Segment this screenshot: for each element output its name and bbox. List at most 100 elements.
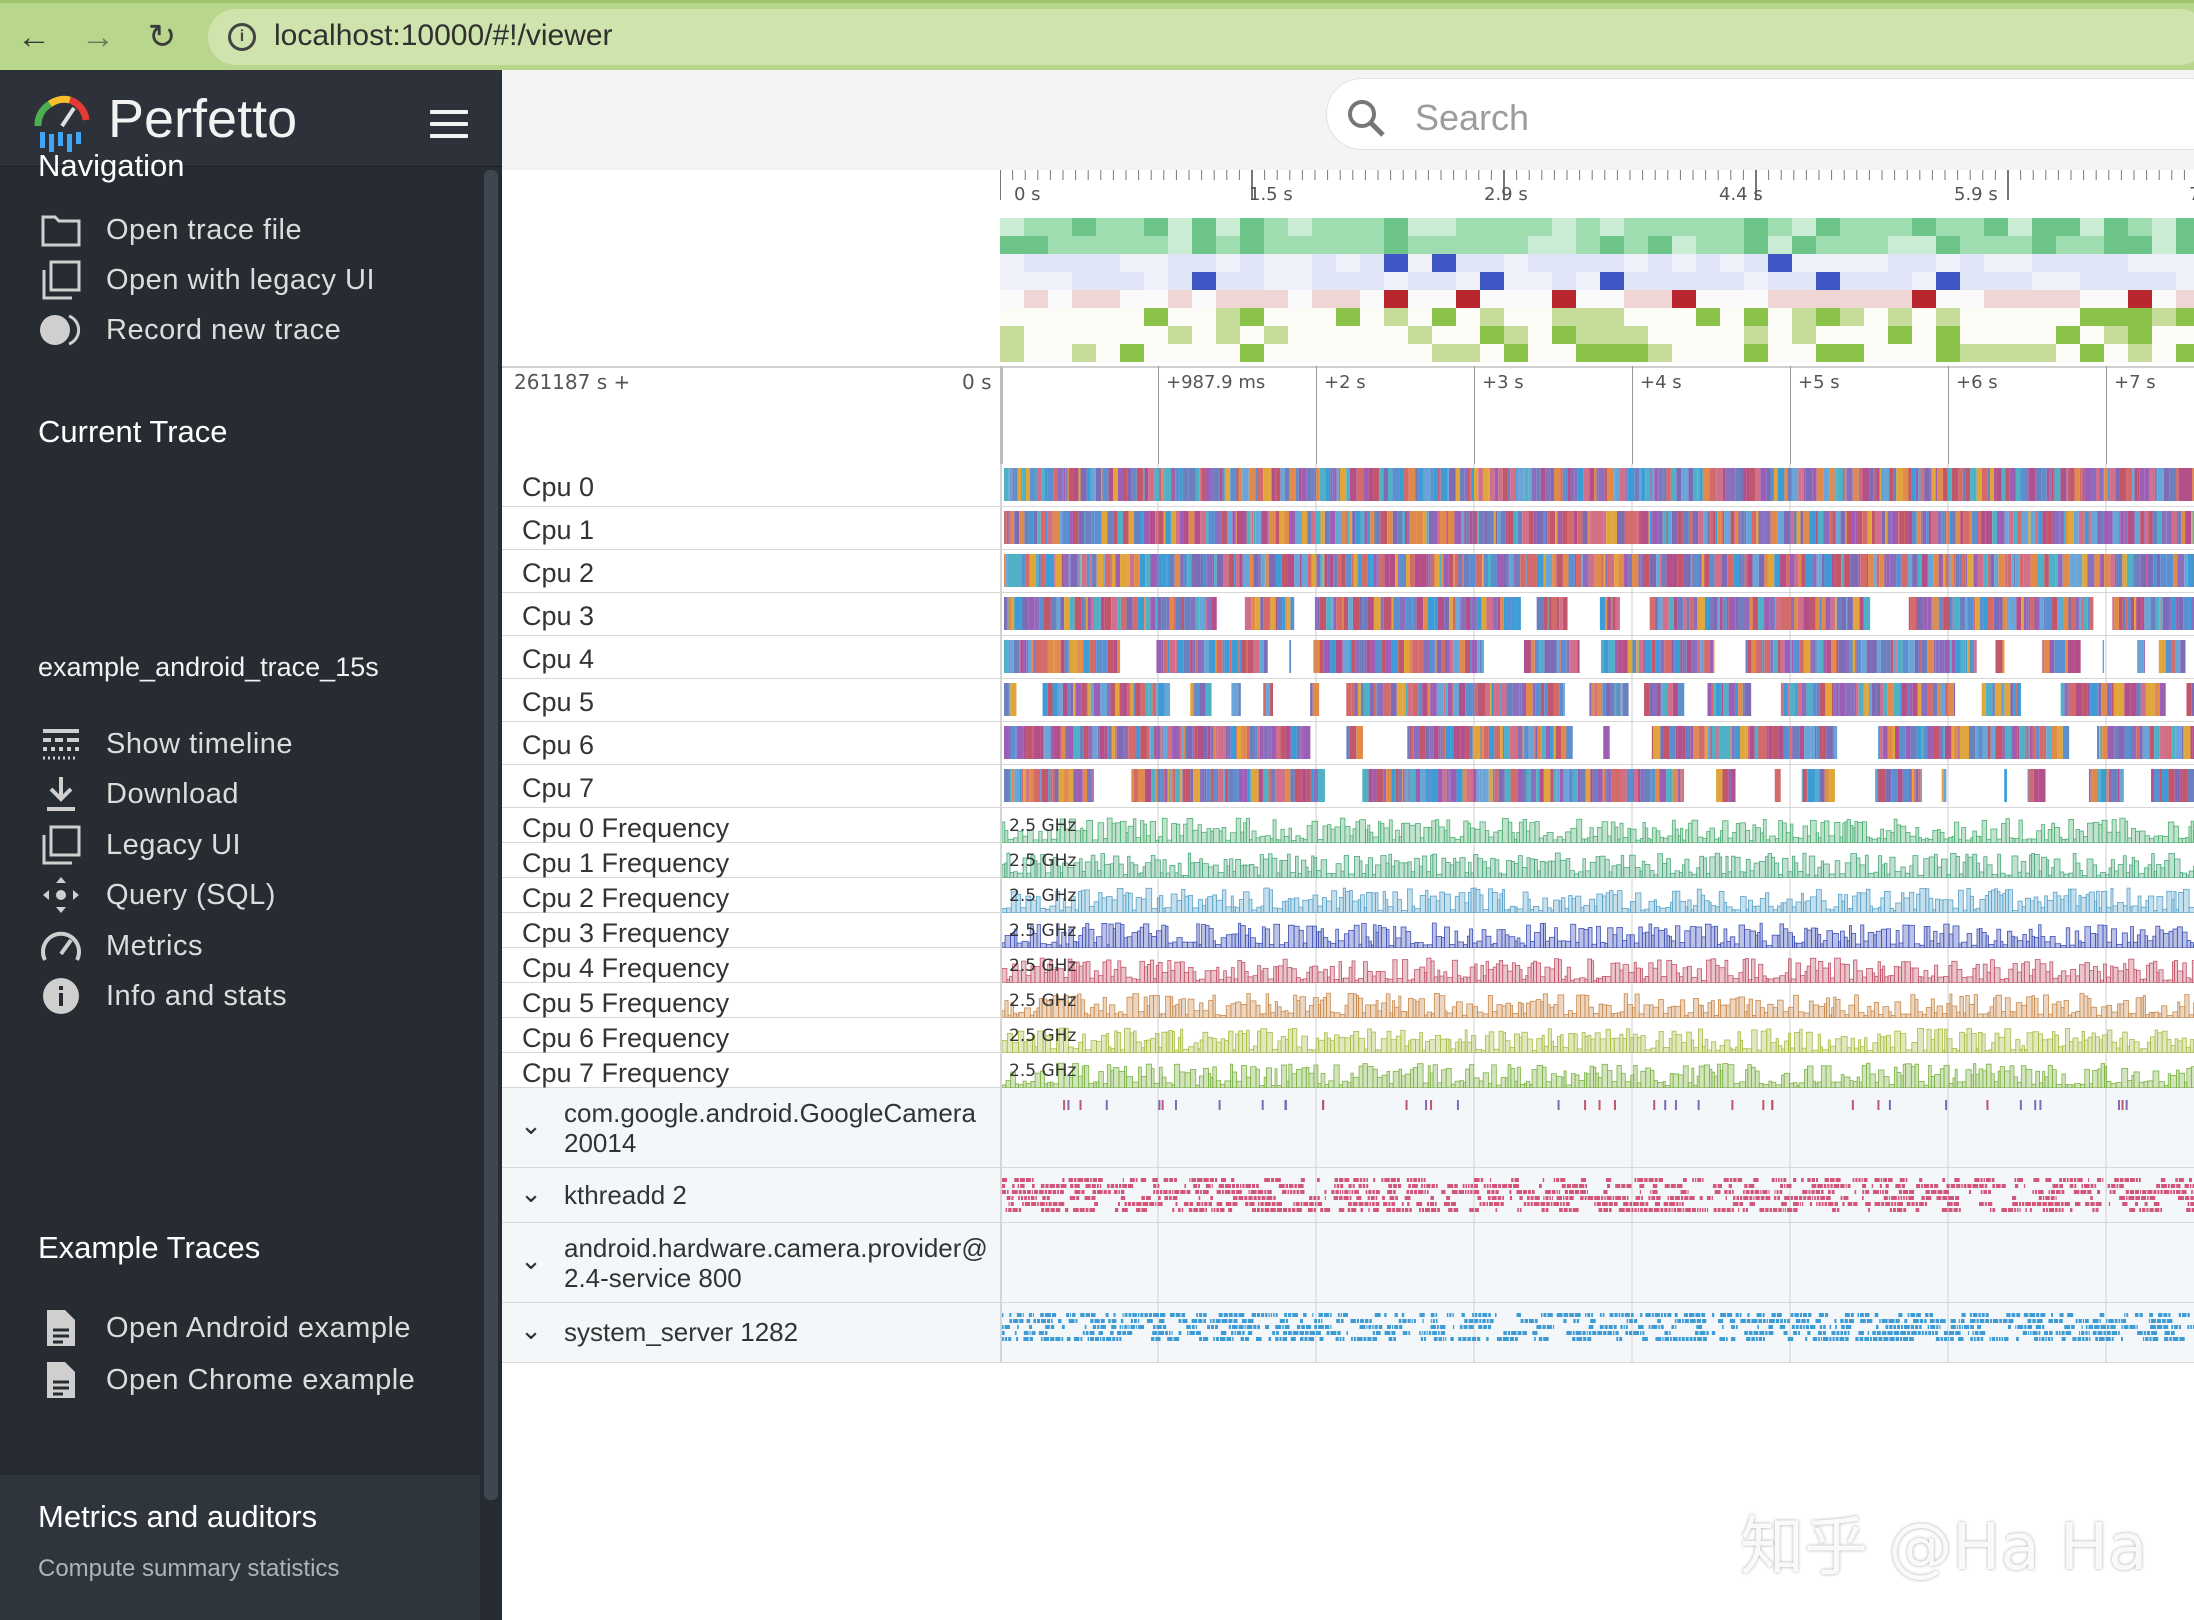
legacy-ui-item[interactable]: Legacy UI (38, 819, 478, 871)
cpu-slice (1618, 554, 1625, 587)
frequency-bar (1229, 858, 1234, 878)
reload-icon[interactable]: ↻ (147, 18, 177, 56)
frequency-bar (1809, 957, 1817, 983)
cpu-slice (1639, 640, 1644, 673)
search-input[interactable]: Search (1415, 97, 1530, 138)
open-chrome-example-item[interactable]: Open Chrome example (38, 1354, 478, 1406)
metrics-and-auditors-section[interactable]: Metrics and auditors Compute summary sta… (0, 1475, 480, 1620)
cpu-slice (1193, 683, 1195, 716)
cpu-slice (1896, 554, 1902, 587)
back-icon[interactable]: ← (17, 18, 51, 56)
cpu-track[interactable]: Cpu 1 (502, 507, 2194, 550)
cpu-slice (1989, 468, 1995, 501)
frequency-bar (1903, 897, 1910, 913)
cpu-frequency-track[interactable]: Cpu 1 Frequency 2.5 GHz (502, 843, 2194, 878)
cpu-frequency-track[interactable]: Cpu 7 Frequency 2.5 GHz (502, 1053, 2194, 1088)
frequency-bar (1179, 1071, 1186, 1088)
cpu-frequency-track[interactable]: Cpu 2 Frequency 2.5 GHz (502, 878, 2194, 913)
cpu-track[interactable]: Cpu 0 (502, 464, 2194, 507)
forward-icon[interactable]: → (81, 18, 115, 56)
sidebar-scrollbar[interactable] (484, 170, 498, 1500)
frequency-bar (1840, 930, 1845, 948)
cpu-frequency-track[interactable]: Cpu 4 Frequency 2.5 GHz (502, 948, 2194, 983)
frequency-chart (1002, 913, 2194, 948)
frequency-bar (1485, 935, 1492, 948)
frequency-bar (1361, 923, 1367, 948)
search-box[interactable]: Search (1326, 78, 2194, 150)
address-bar[interactable]: i localhost:10000/#!/viewer (208, 9, 2194, 65)
cpu-slice (1973, 597, 1976, 630)
frequency-bar (1244, 971, 1249, 983)
cpu-slice (1236, 468, 1239, 501)
cpu-slice (1908, 640, 1915, 673)
cpu-slice (1413, 726, 1420, 759)
cpu-track[interactable]: Cpu 7 (502, 765, 2194, 808)
cpu-slice (1356, 726, 1363, 759)
cpu-slice (2156, 554, 2161, 587)
cpu-slice (1433, 468, 1438, 501)
cpu-track[interactable]: Cpu 5 (502, 679, 2194, 722)
site-info-icon[interactable]: i (228, 23, 256, 51)
frequency-bar (1449, 864, 1455, 878)
download-item[interactable]: Download (38, 768, 478, 820)
frequency-bar (1286, 967, 1293, 983)
cpu-slice (2176, 597, 2179, 630)
cpu-slice (1941, 511, 1945, 544)
overview-cell (1144, 254, 1168, 272)
cpu-slice (2180, 640, 2186, 673)
frequency-bar (1146, 964, 1151, 983)
cpu-slice (1893, 640, 1897, 673)
record-new-trace-item[interactable]: Record new trace (38, 304, 478, 356)
cpu-frequency-track[interactable]: Cpu 3 Frequency 2.5 GHz (502, 913, 2194, 948)
frequency-bar (1752, 905, 1757, 913)
overview-cell (1816, 344, 1840, 362)
cpu-slice (2148, 511, 2153, 544)
frequency-bar (1817, 1033, 1821, 1053)
frequency-bar (1771, 856, 1776, 878)
cpu-slice (2190, 726, 2193, 759)
cpu-slice (2009, 468, 2016, 501)
cpu-slice (1644, 683, 1650, 716)
cpu-slice (1747, 554, 1753, 587)
cpu-slice (1640, 769, 1644, 802)
cpu-slice (2090, 769, 2098, 802)
frequency-bar (1177, 862, 1182, 878)
info-and-stats-item[interactable]: Info and stats (38, 970, 478, 1022)
cpu-frequency-track[interactable]: Cpu 6 Frequency 2.5 GHz (502, 1018, 2194, 1053)
cpu-slice (1816, 726, 1820, 759)
cpu-slice (1010, 511, 1015, 544)
cpu-track[interactable]: Cpu 2 (502, 550, 2194, 593)
metrics-item[interactable]: Metrics (38, 920, 478, 972)
cpu-slice (1009, 726, 1012, 759)
overview-cell (1096, 344, 1120, 362)
frequency-bar (2065, 927, 2071, 948)
frequency-bar (1755, 905, 1761, 913)
time-axis-tick-label: +3 s (1482, 372, 1524, 393)
url-text[interactable]: localhost:10000/#!/viewer (274, 19, 613, 52)
query-sql-item[interactable]: Query (SQL) (38, 869, 478, 921)
cpu-slice (2185, 468, 2193, 501)
cpu-slice (1875, 511, 1882, 544)
cpu-track[interactable]: Cpu 6 (502, 722, 2194, 765)
cpu-track[interactable]: Cpu 3 (502, 593, 2194, 636)
frequency-bar (1966, 887, 1971, 913)
open-android-example-item[interactable]: Open Android example (38, 1302, 478, 1354)
cpu-slice (1457, 597, 1461, 630)
cpu-slice (1891, 769, 1898, 802)
overview-timeline[interactable] (1000, 170, 2194, 370)
cpu-slice (1544, 640, 1551, 673)
show-timeline-item[interactable]: Show timeline (38, 718, 478, 770)
cpu-frequency-track[interactable]: Cpu 5 Frequency 2.5 GHz (502, 983, 2194, 1018)
cpu-slice (1560, 468, 1563, 501)
cpu-slice (2068, 683, 2076, 716)
open-trace-file-item[interactable]: Open trace file (38, 204, 478, 256)
menu-icon[interactable] (430, 110, 468, 138)
cpu-frequency-track[interactable]: Cpu 0 Frequency 2.5 GHz (502, 808, 2194, 843)
cpu-slice (1355, 683, 1358, 716)
cpu-track[interactable]: Cpu 4 (502, 636, 2194, 679)
cpu-slice (2013, 683, 2016, 716)
cpu-slice (1140, 726, 1147, 759)
frequency-bar (1982, 963, 1988, 983)
cpu-slice (1346, 726, 1350, 759)
open-with-legacy-ui-item[interactable]: Open with legacy UI (38, 254, 478, 306)
